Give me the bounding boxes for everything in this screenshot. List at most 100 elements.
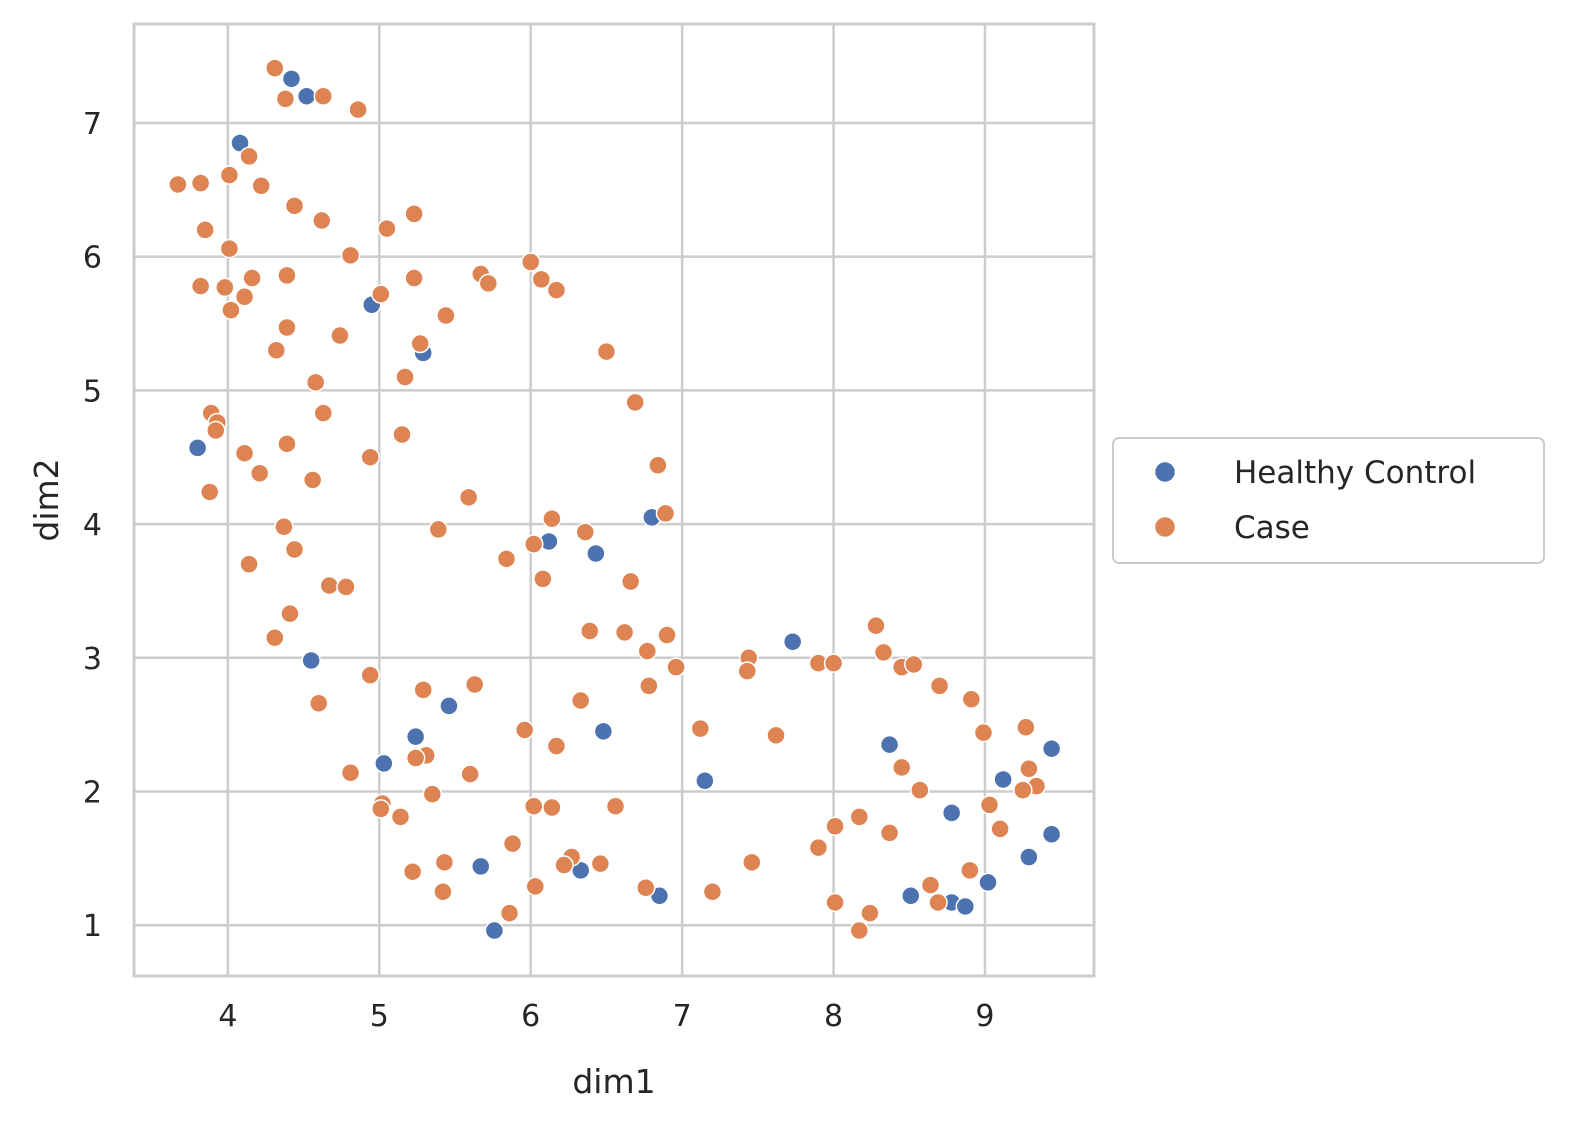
point-healthy-control (941, 803, 962, 823)
point-case (531, 269, 552, 290)
point-case (525, 876, 546, 897)
point-case (284, 196, 305, 216)
point-case (849, 920, 870, 941)
point-case (215, 277, 235, 298)
x-tick-label: 6 (521, 999, 540, 1034)
y-tick-label: 1 (83, 909, 102, 944)
x-tick-label: 5 (370, 999, 389, 1034)
y-tick-label: 2 (83, 775, 102, 810)
legend: Healthy Control Case (1112, 437, 1545, 564)
point-case (546, 280, 567, 300)
point-case (891, 757, 912, 778)
y-tick-label: 7 (83, 107, 102, 142)
point-healthy-control (484, 920, 505, 941)
y-tick-labels: 1 2 3 4 5 6 7 (83, 107, 102, 944)
point-case (523, 796, 544, 816)
legend-marker-healthy-control (1153, 460, 1177, 484)
legend-marker-case (1153, 515, 1177, 539)
point-case (313, 86, 334, 106)
point-case (737, 661, 757, 681)
point-case (251, 176, 271, 196)
point-case (390, 807, 411, 827)
point-case (766, 725, 786, 746)
point-healthy-control (782, 631, 803, 652)
point-case (464, 674, 485, 695)
point-case (542, 508, 562, 529)
point-case (554, 855, 574, 875)
point-case (190, 276, 211, 296)
grid-lines (134, 24, 1094, 976)
point-case (413, 680, 433, 700)
point-case (1016, 717, 1036, 738)
point-case (404, 268, 424, 288)
point-healthy-control (695, 771, 715, 791)
point-case (280, 603, 300, 624)
point-healthy-control (993, 769, 1013, 790)
point-case (277, 317, 297, 338)
point-case (523, 534, 544, 554)
point-healthy-control (955, 896, 976, 917)
point-healthy-control (1041, 738, 1062, 759)
point-case (206, 420, 226, 441)
point-case (168, 174, 188, 195)
point-case (239, 146, 259, 167)
point-healthy-control (187, 438, 208, 458)
point-case (502, 833, 523, 854)
point-case (614, 622, 635, 643)
point-case (433, 882, 453, 902)
point-case (190, 173, 211, 193)
point-healthy-control (593, 721, 614, 742)
point-case (410, 333, 430, 354)
point-case (636, 878, 656, 898)
x-tick-label: 4 (218, 999, 237, 1034)
point-case (990, 819, 1010, 839)
point-case (234, 443, 255, 463)
point-case (928, 892, 948, 913)
point-case (904, 654, 924, 675)
point-case (330, 325, 350, 346)
y-tick-label: 5 (83, 374, 102, 409)
point-healthy-control (471, 856, 491, 877)
x-tick-labels: 4 5 6 7 8 9 (218, 999, 994, 1034)
point-case (274, 516, 294, 537)
point-case (520, 252, 541, 272)
point-case (910, 780, 930, 800)
point-case (873, 642, 894, 663)
point-case (360, 665, 380, 685)
point-case (460, 764, 480, 784)
point-case (866, 615, 886, 636)
point-case (242, 268, 262, 288)
point-case (849, 807, 870, 827)
point-case (973, 722, 994, 743)
point-case (308, 693, 329, 713)
point-case (266, 340, 287, 360)
point-healthy-control (978, 872, 998, 893)
point-case (371, 799, 391, 819)
point-healthy-control (405, 726, 426, 747)
point-case (605, 796, 626, 816)
data-points (168, 58, 1062, 941)
point-case (239, 554, 259, 574)
point-case (542, 797, 562, 818)
point-case (234, 287, 255, 307)
point-case (195, 220, 215, 240)
point-case (625, 392, 645, 413)
point-case (961, 689, 982, 709)
point-case (1013, 780, 1033, 800)
point-healthy-control (1041, 824, 1062, 845)
point-case (979, 795, 1000, 815)
point-case (690, 718, 711, 739)
point-case (377, 218, 397, 239)
point-healthy-control (296, 86, 317, 106)
point-case (348, 99, 368, 120)
point-case (655, 503, 676, 524)
point-case (219, 165, 240, 185)
point-case (392, 424, 412, 445)
point-healthy-control (586, 543, 606, 564)
point-case (960, 860, 980, 881)
point-case (823, 653, 844, 673)
point-case (402, 861, 423, 882)
point-case (648, 455, 668, 475)
x-tick-label: 7 (673, 999, 692, 1034)
